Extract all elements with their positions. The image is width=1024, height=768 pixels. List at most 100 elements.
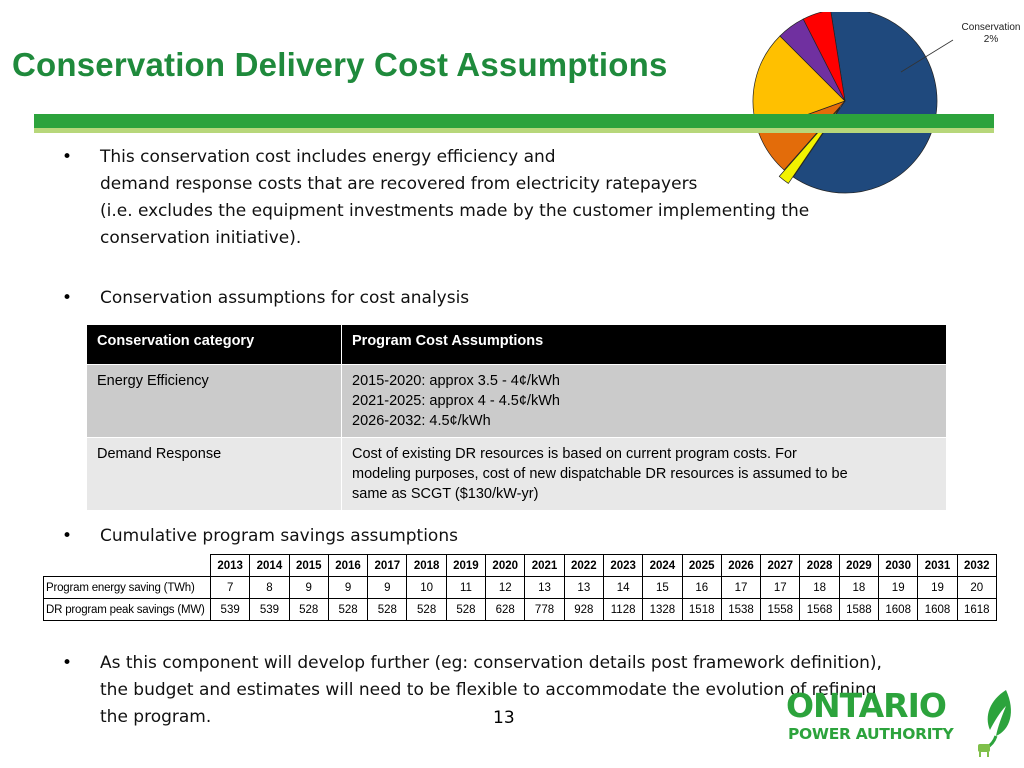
cost-assumptions-table: Conservation category Program Cost Assum… bbox=[86, 324, 947, 511]
year-header: 2019 bbox=[445, 554, 487, 577]
savings-value: 17 bbox=[760, 576, 801, 599]
pie-callout-name: Conservation bbox=[961, 22, 1021, 33]
savings-value: 7 bbox=[209, 576, 251, 599]
plug-leaf-icon bbox=[978, 690, 1011, 757]
logo-wordmark-power-authority: POWER AUTHORITY bbox=[788, 725, 954, 743]
savings-value: 528 bbox=[406, 598, 447, 621]
category-cell: Energy Efficiency bbox=[86, 364, 342, 438]
savings-table: 2013 2014 2015 2016 2017 2018 2019 2020 2021 2022… bbox=[43, 554, 997, 621]
bullet-marker: • bbox=[62, 288, 73, 308]
savings-value: 9 bbox=[327, 576, 369, 599]
year-header: 2030 bbox=[878, 554, 919, 577]
row-label: DR program peak savings (MW) bbox=[43, 598, 211, 621]
table-row: Energy Efficiency 2015-2020: approx 3.5 … bbox=[86, 364, 947, 438]
savings-value: 16 bbox=[681, 576, 722, 599]
savings-value: 1608 bbox=[917, 598, 958, 621]
year-header: 2032 bbox=[956, 554, 997, 577]
year-header: 2024 bbox=[642, 554, 683, 577]
savings-value: 1538 bbox=[720, 598, 762, 621]
savings-value: 11 bbox=[445, 576, 487, 599]
cost-line: modeling purposes, cost of new dispatcha… bbox=[352, 466, 848, 482]
header-divider bbox=[34, 114, 994, 128]
bullet-savings: Cumulative program savings assumptions bbox=[100, 526, 458, 546]
savings-value: 9 bbox=[288, 576, 329, 599]
pie-slice bbox=[802, 12, 846, 102]
slide-title: Conservation Delivery Cost Assumptions bbox=[12, 46, 668, 83]
cost-cell: Cost of existing DR resources is based o… bbox=[341, 437, 947, 511]
category-cell: Demand Response bbox=[86, 437, 342, 511]
savings-value: 9 bbox=[367, 576, 408, 599]
savings-value: 1128 bbox=[602, 598, 644, 621]
year-header: 2029 bbox=[838, 554, 880, 577]
year-header: 2028 bbox=[799, 554, 840, 577]
bullet-marker: • bbox=[62, 147, 73, 167]
savings-value: 18 bbox=[799, 576, 840, 599]
cost-line: 2015-2020: approx 3.5 - 4¢/kWh bbox=[352, 373, 560, 389]
year-header: 2016 bbox=[327, 554, 369, 577]
savings-value: 1328 bbox=[642, 598, 683, 621]
cost-line: 2021-2025: approx 4 - 4.5¢/kWh bbox=[352, 393, 560, 409]
header-divider-accent bbox=[34, 128, 994, 133]
savings-value: 13 bbox=[524, 576, 565, 599]
year-header: 2017 bbox=[367, 554, 408, 577]
savings-value: 19 bbox=[878, 576, 919, 599]
year-header: 2020 bbox=[485, 554, 526, 577]
savings-value: 528 bbox=[288, 598, 329, 621]
savings-value: 12 bbox=[485, 576, 526, 599]
savings-value: 1558 bbox=[760, 598, 801, 621]
savings-value: 778 bbox=[524, 598, 565, 621]
year-header: 2015 bbox=[288, 554, 329, 577]
bullet-assumptions: Conservation assumptions for cost analys… bbox=[100, 288, 470, 308]
year-header: 2025 bbox=[681, 554, 722, 577]
year-header: 2014 bbox=[249, 554, 290, 577]
savings-value: 15 bbox=[642, 576, 683, 599]
savings-value: 628 bbox=[485, 598, 526, 621]
savings-value: 10 bbox=[406, 576, 447, 599]
savings-value: 539 bbox=[249, 598, 290, 621]
year-header: 2022 bbox=[563, 554, 604, 577]
logo-wordmark-ontario: ONTARIO bbox=[786, 686, 947, 725]
bullet-marker: • bbox=[62, 653, 73, 673]
savings-value: 8 bbox=[249, 576, 290, 599]
bullet-line: the budget and estimates will need to be… bbox=[100, 680, 877, 700]
year-header: 2027 bbox=[760, 554, 801, 577]
table-header-row: 2013 2014 2015 2016 2017 2018 2019 2020 2021 2022… bbox=[43, 554, 997, 577]
opa-logo: ONTARIO POWER AUTHORITY bbox=[786, 686, 1024, 768]
savings-value: 14 bbox=[602, 576, 644, 599]
savings-value: 19 bbox=[917, 576, 958, 599]
cost-cell: 2015-2020: approx 3.5 - 4¢/kWh 2021-2025… bbox=[341, 364, 947, 438]
bullet-line: As this component will develop further (… bbox=[100, 653, 882, 673]
savings-value: 1568 bbox=[799, 598, 840, 621]
col-header-cost: Program Cost Assumptions bbox=[341, 324, 947, 365]
cost-line: 2026-2032: 4.5¢/kWh bbox=[352, 413, 491, 429]
savings-value: 1588 bbox=[838, 598, 880, 621]
page-number: 13 bbox=[493, 708, 515, 728]
pie-callout-percent: 2% bbox=[983, 34, 999, 45]
bullet-line: the program. bbox=[100, 707, 212, 727]
bullet-line: conservation initiative). bbox=[100, 228, 302, 248]
year-header: 2018 bbox=[406, 554, 447, 577]
savings-value: 1618 bbox=[956, 598, 997, 621]
savings-value: 18 bbox=[838, 576, 880, 599]
savings-value: 539 bbox=[209, 598, 251, 621]
table-row: DR program peak savings (MW) 539 539 528 528… bbox=[43, 598, 997, 621]
pie-leader-line bbox=[900, 39, 954, 73]
bullet-line: This conservation cost includes energy e… bbox=[100, 147, 556, 167]
savings-value: 13 bbox=[563, 576, 604, 599]
bullet-line: (i.e. excludes the equipment investments… bbox=[100, 201, 810, 221]
bullet-line: demand response costs that are recovered… bbox=[100, 174, 698, 194]
year-header: 2031 bbox=[917, 554, 958, 577]
savings-value: 528 bbox=[327, 598, 369, 621]
year-header: 2013 bbox=[209, 554, 251, 577]
savings-value: 1608 bbox=[878, 598, 919, 621]
savings-value: 928 bbox=[563, 598, 604, 621]
pie-chart bbox=[752, 12, 954, 194]
cost-line: Cost of existing DR resources is based o… bbox=[352, 446, 797, 462]
savings-value: 528 bbox=[367, 598, 408, 621]
year-header: 2021 bbox=[524, 554, 565, 577]
year-header: 2023 bbox=[602, 554, 644, 577]
pie-callout-label: Conservation 2% bbox=[955, 22, 1024, 46]
blank-cell bbox=[43, 554, 211, 577]
table-row: Demand Response Cost of existing DR reso… bbox=[86, 437, 947, 511]
bullet-flexibility: As this component will develop further (… bbox=[100, 650, 882, 731]
